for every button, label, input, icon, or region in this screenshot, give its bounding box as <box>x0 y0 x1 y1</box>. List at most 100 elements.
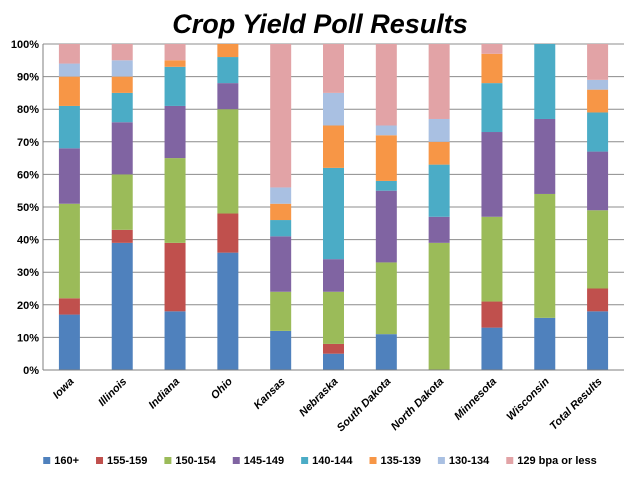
bar-segment <box>375 334 397 370</box>
bar-segment <box>217 109 239 214</box>
legend-item: 160+ <box>43 455 79 467</box>
legend-swatch <box>301 457 309 464</box>
bar-segment <box>164 60 186 67</box>
bar-segment <box>587 112 609 152</box>
bar-segment <box>481 327 503 370</box>
bar-segment <box>323 167 344 260</box>
x-tick-label: Illinois <box>96 376 129 409</box>
bar-segment <box>164 311 186 370</box>
x-tick-label: Wisconsin <box>505 375 553 423</box>
legend-label: 130-134 <box>449 455 490 467</box>
legend-item: 155-159 <box>96 455 147 467</box>
bar-segment <box>58 148 80 204</box>
bar-segment <box>270 220 292 237</box>
legend-label: 155-159 <box>107 455 147 467</box>
bar-segment <box>428 242 450 370</box>
bar-segment <box>323 44 344 93</box>
bar-segment <box>270 44 292 188</box>
x-tick-label: North Dakota <box>389 376 446 433</box>
y-tick-label: 90% <box>17 72 39 84</box>
bar-segment <box>58 105 80 149</box>
y-tick-label: 50% <box>17 202 39 214</box>
x-tick-label: Ohio <box>209 375 235 401</box>
bar-segment <box>270 330 292 370</box>
legend-swatch <box>437 457 445 464</box>
bar-segment <box>587 79 609 90</box>
bar-segment <box>375 135 397 181</box>
bar-segment <box>270 236 292 292</box>
y-tick-label: 40% <box>17 235 39 247</box>
legend-item: 129 bpa or less <box>506 455 597 467</box>
bar-segment <box>481 83 503 133</box>
y-tick-label: 60% <box>17 169 39 181</box>
bar-segment <box>58 44 80 64</box>
bar-segment <box>428 141 450 165</box>
bar-segment <box>534 118 556 194</box>
y-tick-label: 20% <box>17 300 39 312</box>
bar-segment <box>481 301 503 328</box>
bar-segment <box>164 158 186 243</box>
y-tick-label: 30% <box>17 267 39 279</box>
legend-label: 135-139 <box>381 455 421 467</box>
bar-segment <box>164 66 186 106</box>
bar-segment <box>111 92 133 123</box>
x-axis-labels: Iowa Illinois Indiana Ohio Kansas NebraskaSou… <box>51 375 605 434</box>
y-axis-ticks: 0% 10% 20% 30% 40% 50% 60% 70% 80% 90% 100% <box>11 39 39 377</box>
bar-segment <box>587 288 609 312</box>
bar-segment <box>323 92 344 126</box>
bar-segment <box>323 259 344 292</box>
bar-segment <box>375 262 397 335</box>
y-tick-label: 100% <box>11 39 39 51</box>
bar-segment <box>270 203 292 221</box>
bar-segment <box>58 203 80 299</box>
x-tick-label: Total Results <box>548 376 605 433</box>
bar-segment <box>375 44 397 126</box>
bar-segment <box>587 311 609 370</box>
bar-segment <box>323 291 344 344</box>
bar-segment <box>217 83 239 110</box>
legend-label: 140-144 <box>312 455 353 467</box>
legend-label: 145-149 <box>244 455 284 467</box>
bar-segment <box>270 187 292 204</box>
bars <box>58 44 609 370</box>
x-tick-label: Minnesota <box>452 376 499 423</box>
bar-segment <box>111 229 133 243</box>
bar-segment <box>375 190 397 263</box>
bar-segment <box>587 210 609 289</box>
bar-segment <box>111 242 133 370</box>
y-tick-label: 10% <box>17 332 39 344</box>
legend-item: 145-149 <box>232 455 284 467</box>
bar-segment <box>587 151 609 211</box>
legend-swatch <box>164 457 172 464</box>
legend-swatch <box>232 457 240 464</box>
bar-segment <box>164 105 186 159</box>
y-tick-label: 0% <box>23 365 39 377</box>
x-tick-label: Iowa <box>51 376 77 402</box>
bar-segment <box>111 60 133 77</box>
legend-item: 135-139 <box>369 455 421 467</box>
bar-segment <box>428 44 450 119</box>
chart-title: Crop Yield Poll Results <box>172 9 468 39</box>
bar-segment <box>111 122 133 175</box>
bar-segment <box>481 44 503 54</box>
bar-segment <box>111 44 133 61</box>
bar-segment <box>111 174 133 230</box>
bar-segment <box>323 353 344 370</box>
bar-segment <box>270 291 292 331</box>
legend-label: 150-154 <box>175 455 216 467</box>
bar-segment <box>323 343 344 354</box>
y-tick-label: 70% <box>17 137 39 149</box>
bar-segment <box>58 63 80 77</box>
bar-segment <box>58 298 80 315</box>
bar-segment <box>428 216 450 243</box>
legend-label: 129 bpa or less <box>517 455 597 467</box>
bar-segment <box>534 317 556 370</box>
x-tick-label: South Dakota <box>335 376 394 435</box>
bar-segment <box>217 252 239 370</box>
y-tick-label: 80% <box>17 104 39 116</box>
x-tick-label: Indiana <box>146 376 182 412</box>
bar-segment <box>481 53 503 84</box>
bar-segment <box>428 164 450 217</box>
bar-segment <box>375 125 397 136</box>
